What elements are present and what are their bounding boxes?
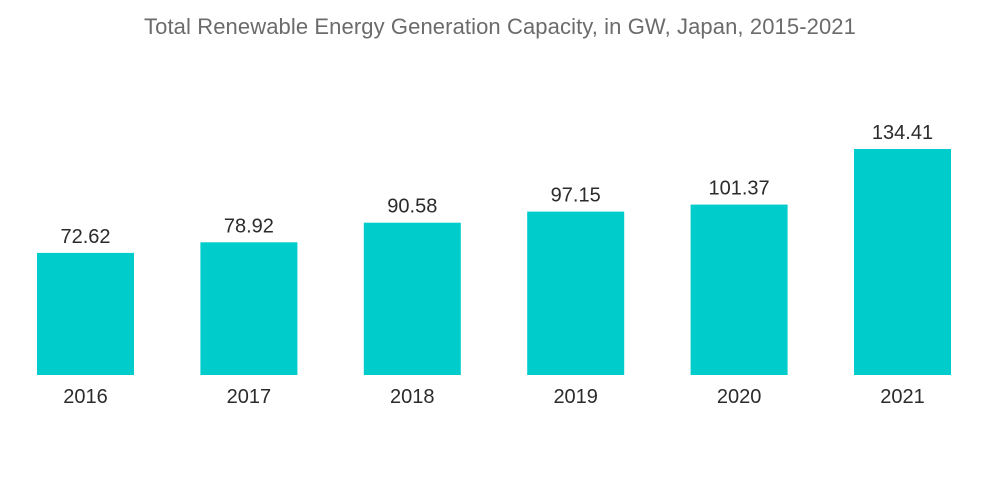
x-tick-label-2021: 2021 <box>880 386 925 408</box>
x-tick-label-2017: 2017 <box>227 386 272 408</box>
value-label-2017: 78.92 <box>224 215 274 237</box>
value-label-2020: 101.37 <box>709 178 770 200</box>
x-tick-label-2020: 2020 <box>717 386 762 408</box>
value-label-2021: 134.41 <box>872 122 933 144</box>
bar-2018 <box>363 222 461 375</box>
bars-group <box>37 149 951 375</box>
x-tick-label-2019: 2019 <box>553 386 598 408</box>
bar-2016 <box>37 252 134 375</box>
bar-2020 <box>690 204 788 375</box>
bar-2019 <box>527 211 625 375</box>
value-label-2018: 90.58 <box>387 196 437 218</box>
bar-2021 <box>854 149 951 375</box>
x-tick-label-2016: 2016 <box>63 386 108 408</box>
bar-2017 <box>200 242 298 375</box>
x-axis-tick-labels: 2016 2017 2018 2019 2020 2021 <box>63 386 925 408</box>
x-tick-label-2018: 2018 <box>390 386 435 408</box>
value-label-2019: 97.15 <box>551 185 601 207</box>
chart-title: Total Renewable Energy Generation Capaci… <box>144 14 856 39</box>
value-label-2016: 72.62 <box>60 226 110 248</box>
value-labels-group: 72.62 78.92 90.58 97.15 101.37 134.41 <box>60 122 933 248</box>
